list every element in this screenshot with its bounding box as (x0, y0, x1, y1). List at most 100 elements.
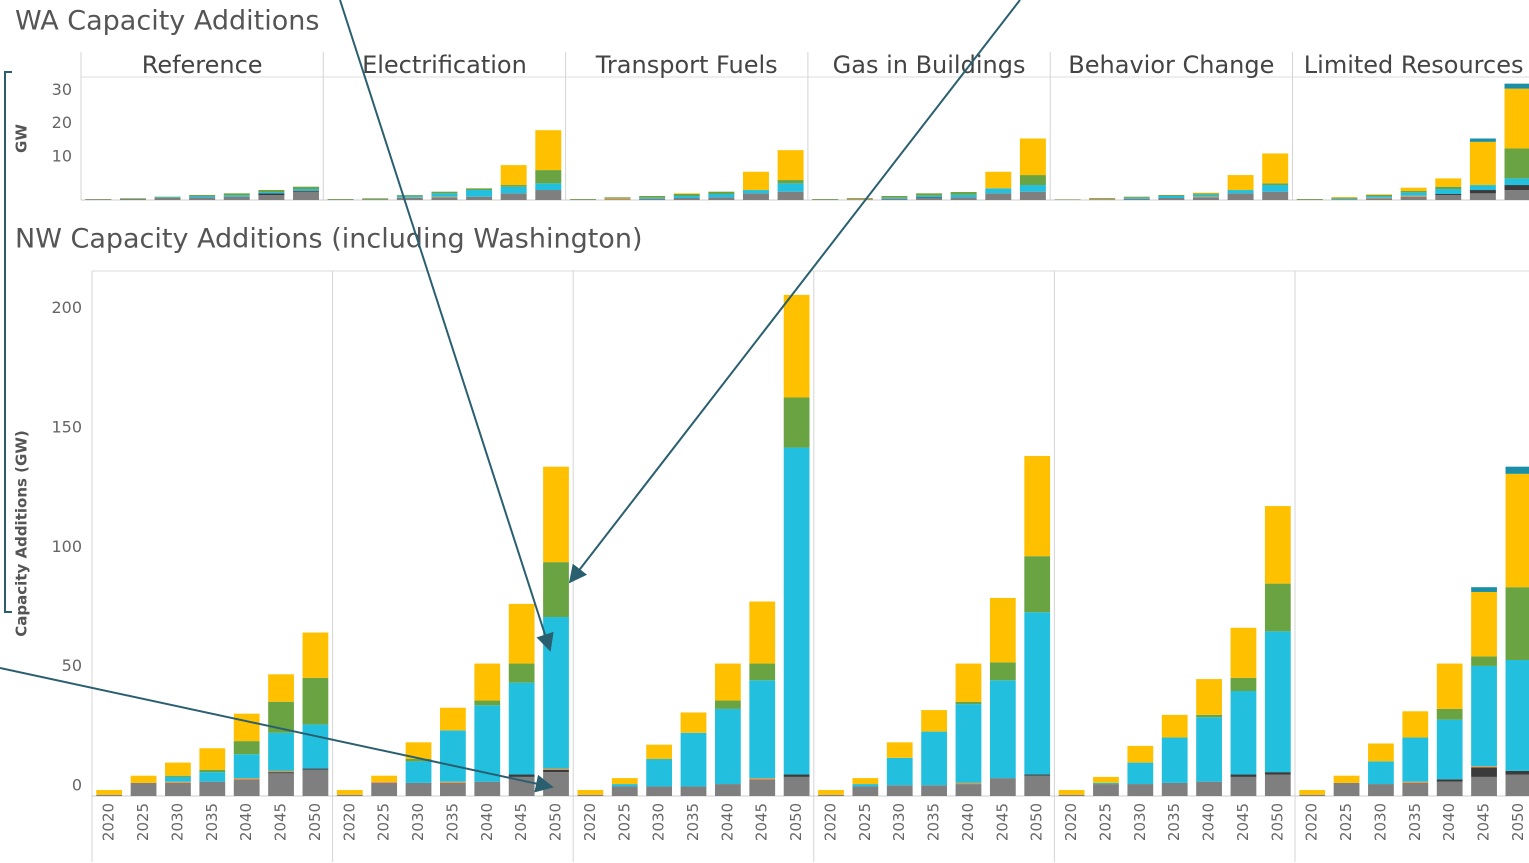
x-tick-label: 2050 (306, 803, 324, 841)
bar-segment (1024, 556, 1051, 613)
bar-segment (1435, 178, 1462, 187)
x-tick-label: 2035 (1165, 803, 1183, 841)
bar-segment (673, 196, 700, 199)
bar-segment (466, 190, 493, 197)
bar-segment (1196, 717, 1222, 782)
bar-segment (921, 731, 947, 786)
bar-segment (1093, 776, 1119, 783)
bar-segment (1192, 193, 1219, 195)
bar-segment (1161, 737, 1188, 783)
bar-segment (302, 724, 329, 769)
bar-segment (1471, 766, 1497, 768)
bar-segment (440, 781, 466, 783)
bar-segment (985, 193, 1012, 200)
y-tick-label: 100 (51, 537, 82, 556)
bar-segment (233, 778, 260, 780)
bar-segment (1262, 153, 1289, 184)
bar-segment (543, 769, 569, 773)
bar-segment (1331, 198, 1358, 200)
bar-segment (362, 198, 389, 200)
bar-segment (1469, 193, 1496, 200)
bar-segment (130, 782, 157, 796)
bar-segment (714, 784, 741, 796)
bar-segment (1019, 138, 1046, 176)
facet-title: Behavior Change (1068, 51, 1274, 79)
arrow (568, 0, 1021, 584)
bar-segment (1504, 190, 1529, 200)
bar-segment (508, 682, 535, 775)
bar-segment (1402, 781, 1429, 783)
bar-segment (1435, 186, 1462, 190)
x-tick-label: 2035 (443, 803, 461, 841)
bar-segment (199, 781, 226, 796)
bar-segment (1264, 772, 1291, 775)
bar-segment (293, 189, 319, 191)
x-tick-label: 2050 (1268, 803, 1286, 841)
bar-segment (1161, 714, 1188, 738)
bar-segment (233, 741, 260, 755)
x-tick-label: 2025 (615, 803, 633, 841)
bar-segment (1504, 83, 1529, 89)
x-tick-label: 2045 (753, 803, 771, 841)
x-tick-label: 2025 (134, 803, 152, 841)
bar-segment (1019, 175, 1046, 186)
bar-segment (535, 170, 562, 184)
bar-segment (1192, 197, 1219, 200)
bar-segment (431, 193, 458, 197)
x-tick-label: 2020 (821, 803, 839, 841)
bar-segment (886, 742, 913, 758)
bar-segment (189, 195, 216, 197)
bar-segment (916, 198, 943, 200)
x-tick-label: 2030 (1371, 803, 1389, 841)
x-tick-label: 2020 (100, 803, 118, 841)
bar-segment (500, 186, 527, 194)
bar-segment (543, 768, 569, 770)
y-tick-label: 20 (52, 113, 72, 132)
bar-segment (1019, 191, 1046, 200)
bar-segment (916, 195, 943, 198)
bar-segment (1505, 774, 1529, 796)
bar-segment (783, 397, 810, 448)
bar-segment (431, 197, 458, 200)
bar-segment (714, 700, 741, 709)
bar-segment (1366, 197, 1393, 199)
bar-segment (1093, 782, 1119, 785)
x-tick-label: 2040 (718, 803, 736, 841)
bar-segment (405, 761, 432, 783)
bar-segment (543, 562, 569, 618)
bar-segment (955, 784, 982, 796)
bar-segment (989, 680, 1016, 779)
y-tick-label: 50 (62, 656, 82, 675)
bar-segment (154, 196, 181, 198)
arrow (0, 667, 554, 793)
bar-segment (543, 772, 569, 796)
x-tick-label: 2035 (925, 803, 943, 841)
bar-segment (1123, 197, 1150, 199)
bar-segment (396, 197, 423, 199)
bar-segment (1264, 631, 1291, 773)
bar-segment (199, 772, 226, 782)
bar-segment (258, 193, 285, 196)
facet-title: Gas in Buildings (833, 51, 1026, 79)
bar-segment (268, 674, 294, 702)
bar-segment (154, 197, 181, 199)
bar-segment (96, 790, 123, 795)
bar-segment (777, 180, 804, 184)
bar-segment (327, 199, 354, 200)
bar-segment (886, 757, 913, 786)
bar-segment (543, 466, 569, 563)
bar-segment (783, 447, 810, 775)
bar-segment (508, 603, 535, 664)
bar-segment (1471, 656, 1497, 666)
x-tick-label: 2025 (856, 803, 874, 841)
bar-segment (130, 775, 157, 783)
x-tick-label: 2025 (1096, 803, 1114, 841)
bar-segment (1402, 737, 1429, 782)
bar-segment (846, 199, 873, 200)
bar-segment (611, 784, 638, 787)
y-axis-label: Capacity Additions (GW) (13, 430, 31, 636)
bar-segment (1158, 198, 1185, 200)
bar-segment (1230, 691, 1257, 775)
bar-segment (673, 194, 700, 197)
bar-segment (1024, 612, 1051, 775)
